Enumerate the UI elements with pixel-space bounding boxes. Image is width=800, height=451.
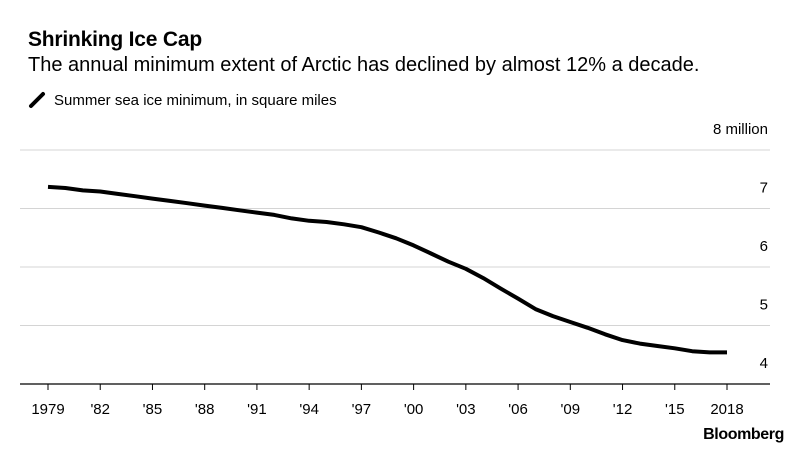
y-tick-label: 5 (760, 297, 768, 314)
x-tick-label: '06 (508, 401, 528, 418)
x-tick-label: '85 (143, 401, 163, 418)
legend: Summer sea ice minimum, in square miles (28, 91, 337, 109)
x-tick-label: '97 (352, 401, 372, 418)
y-axis-top-label: 8 million (712, 121, 768, 138)
x-tick-label: '94 (299, 401, 319, 418)
y-tick-label: 4 (760, 355, 768, 372)
chart-subtitle: The annual minimum extent of Arctic has … (28, 54, 700, 76)
legend-label: Summer sea ice minimum, in square miles (54, 91, 337, 109)
x-tick-label: 1979 (31, 401, 64, 418)
x-tick-label: '91 (247, 401, 267, 418)
x-tick-label: '09 (561, 401, 581, 418)
x-tick-label: '88 (195, 401, 215, 418)
y-tick-label: 6 (760, 238, 768, 255)
x-tick-label: '12 (613, 401, 633, 418)
x-tick-label: '00 (404, 401, 424, 418)
x-tick-label: '03 (456, 401, 476, 418)
chart-title: Shrinking Ice Cap (28, 28, 202, 51)
x-tick-label: 2018 (710, 401, 743, 418)
series-line-sea-ice-minimum (47, 184, 727, 355)
x-tick-label: '82 (90, 401, 110, 418)
x-tick-label: '15 (665, 401, 685, 418)
source-logo: Bloomberg (703, 426, 784, 443)
legend-line-icon (29, 92, 45, 108)
y-tick-label: 7 (760, 180, 768, 197)
